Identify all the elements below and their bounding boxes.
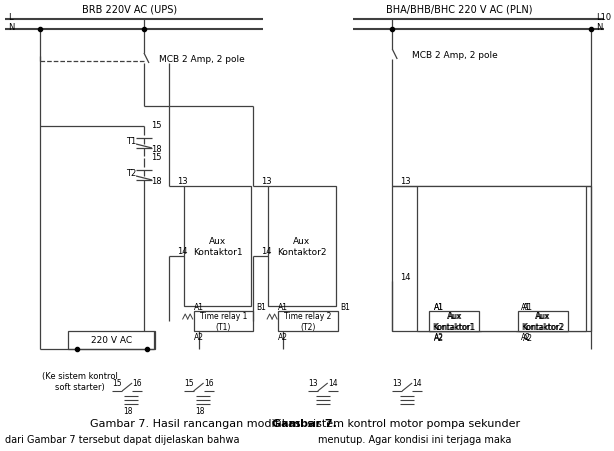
Text: (Ke sistem kontrol
soft starter): (Ke sistem kontrol soft starter) bbox=[42, 372, 117, 391]
Bar bbox=[392, 187, 591, 331]
Text: A2: A2 bbox=[193, 333, 204, 342]
Text: 14: 14 bbox=[413, 379, 422, 388]
Text: BHA/BHB/BHC 220 V AC (PLN): BHA/BHB/BHC 220 V AC (PLN) bbox=[386, 5, 532, 15]
Text: Aux
Kontaktor1: Aux Kontaktor1 bbox=[433, 312, 476, 331]
Text: A1: A1 bbox=[521, 303, 531, 312]
Bar bbox=[518, 311, 568, 331]
Text: A1: A1 bbox=[434, 303, 444, 312]
Text: 14: 14 bbox=[177, 247, 187, 256]
Text: 18: 18 bbox=[123, 407, 133, 415]
Text: MCB 2 Amp, 2 pole: MCB 2 Amp, 2 pole bbox=[159, 55, 244, 64]
Text: Aux
Kontaktor2: Aux Kontaktor2 bbox=[522, 312, 564, 331]
Text: 18: 18 bbox=[151, 177, 161, 186]
Text: 13: 13 bbox=[261, 177, 272, 186]
Text: 13: 13 bbox=[400, 177, 411, 186]
Text: 15: 15 bbox=[151, 121, 161, 130]
Text: N: N bbox=[8, 23, 14, 32]
Text: A1: A1 bbox=[434, 303, 444, 312]
Text: A2: A2 bbox=[523, 334, 534, 343]
Text: 16: 16 bbox=[204, 379, 214, 388]
Text: 15: 15 bbox=[184, 379, 193, 388]
Text: Gambar 7. Hasil rancangan modifikasi sistem kontrol motor pompa sekunder: Gambar 7. Hasil rancangan modifikasi sis… bbox=[90, 418, 520, 428]
Bar bbox=[268, 187, 336, 306]
Bar bbox=[68, 331, 155, 349]
Text: 14: 14 bbox=[400, 272, 411, 281]
Bar bbox=[278, 311, 338, 331]
Text: Time relay 1
(T1): Time relay 1 (T1) bbox=[200, 312, 247, 331]
Text: 220 V AC: 220 V AC bbox=[91, 336, 132, 345]
Bar bbox=[429, 311, 481, 331]
Text: 18: 18 bbox=[151, 145, 161, 154]
Text: A1: A1 bbox=[193, 303, 204, 312]
Text: T2: T2 bbox=[126, 169, 136, 178]
Text: A1: A1 bbox=[523, 303, 534, 312]
Text: A2: A2 bbox=[434, 333, 444, 342]
Text: 15: 15 bbox=[151, 153, 161, 162]
Text: 14: 14 bbox=[261, 247, 271, 256]
Text: menutup. Agar kondisi ini terjaga maka: menutup. Agar kondisi ini terjaga maka bbox=[318, 434, 511, 444]
Text: L10: L10 bbox=[596, 13, 611, 22]
Text: Aux
Kontaktor1: Aux Kontaktor1 bbox=[193, 237, 243, 256]
Text: T1: T1 bbox=[126, 137, 136, 146]
Text: L: L bbox=[8, 13, 12, 22]
Text: B1: B1 bbox=[256, 303, 266, 312]
Text: A2: A2 bbox=[434, 334, 444, 343]
Text: 14: 14 bbox=[328, 379, 338, 388]
Text: dari Gambar 7 tersebut dapat dijelaskan bahwa: dari Gambar 7 tersebut dapat dijelaskan … bbox=[5, 434, 239, 444]
Bar bbox=[193, 311, 253, 331]
Text: A2: A2 bbox=[521, 333, 531, 342]
Bar bbox=[516, 311, 568, 331]
Text: 13: 13 bbox=[392, 379, 402, 388]
Text: B1: B1 bbox=[341, 303, 351, 312]
Text: 13: 13 bbox=[308, 379, 317, 388]
Text: MCB 2 Amp, 2 pole: MCB 2 Amp, 2 pole bbox=[412, 51, 498, 60]
Text: Gambar 7.: Gambar 7. bbox=[273, 418, 337, 428]
Text: 16: 16 bbox=[133, 379, 142, 388]
Text: BRB 220V AC (UPS): BRB 220V AC (UPS) bbox=[82, 5, 177, 15]
Text: A1: A1 bbox=[278, 303, 288, 312]
Text: Time relay 2
(T2): Time relay 2 (T2) bbox=[284, 312, 332, 331]
Bar bbox=[429, 311, 479, 331]
Text: Aux
Kontaktor1: Aux Kontaktor1 bbox=[433, 312, 475, 331]
Text: 15: 15 bbox=[112, 379, 122, 388]
Bar bbox=[184, 187, 251, 306]
Text: 13: 13 bbox=[177, 177, 187, 186]
Text: 18: 18 bbox=[195, 407, 204, 415]
Text: Aux
Kontaktor2: Aux Kontaktor2 bbox=[277, 237, 327, 256]
Text: Aux
Kontaktor2: Aux Kontaktor2 bbox=[521, 312, 563, 331]
Text: A2: A2 bbox=[278, 333, 288, 342]
Bar bbox=[417, 187, 586, 331]
Text: N: N bbox=[596, 23, 602, 32]
